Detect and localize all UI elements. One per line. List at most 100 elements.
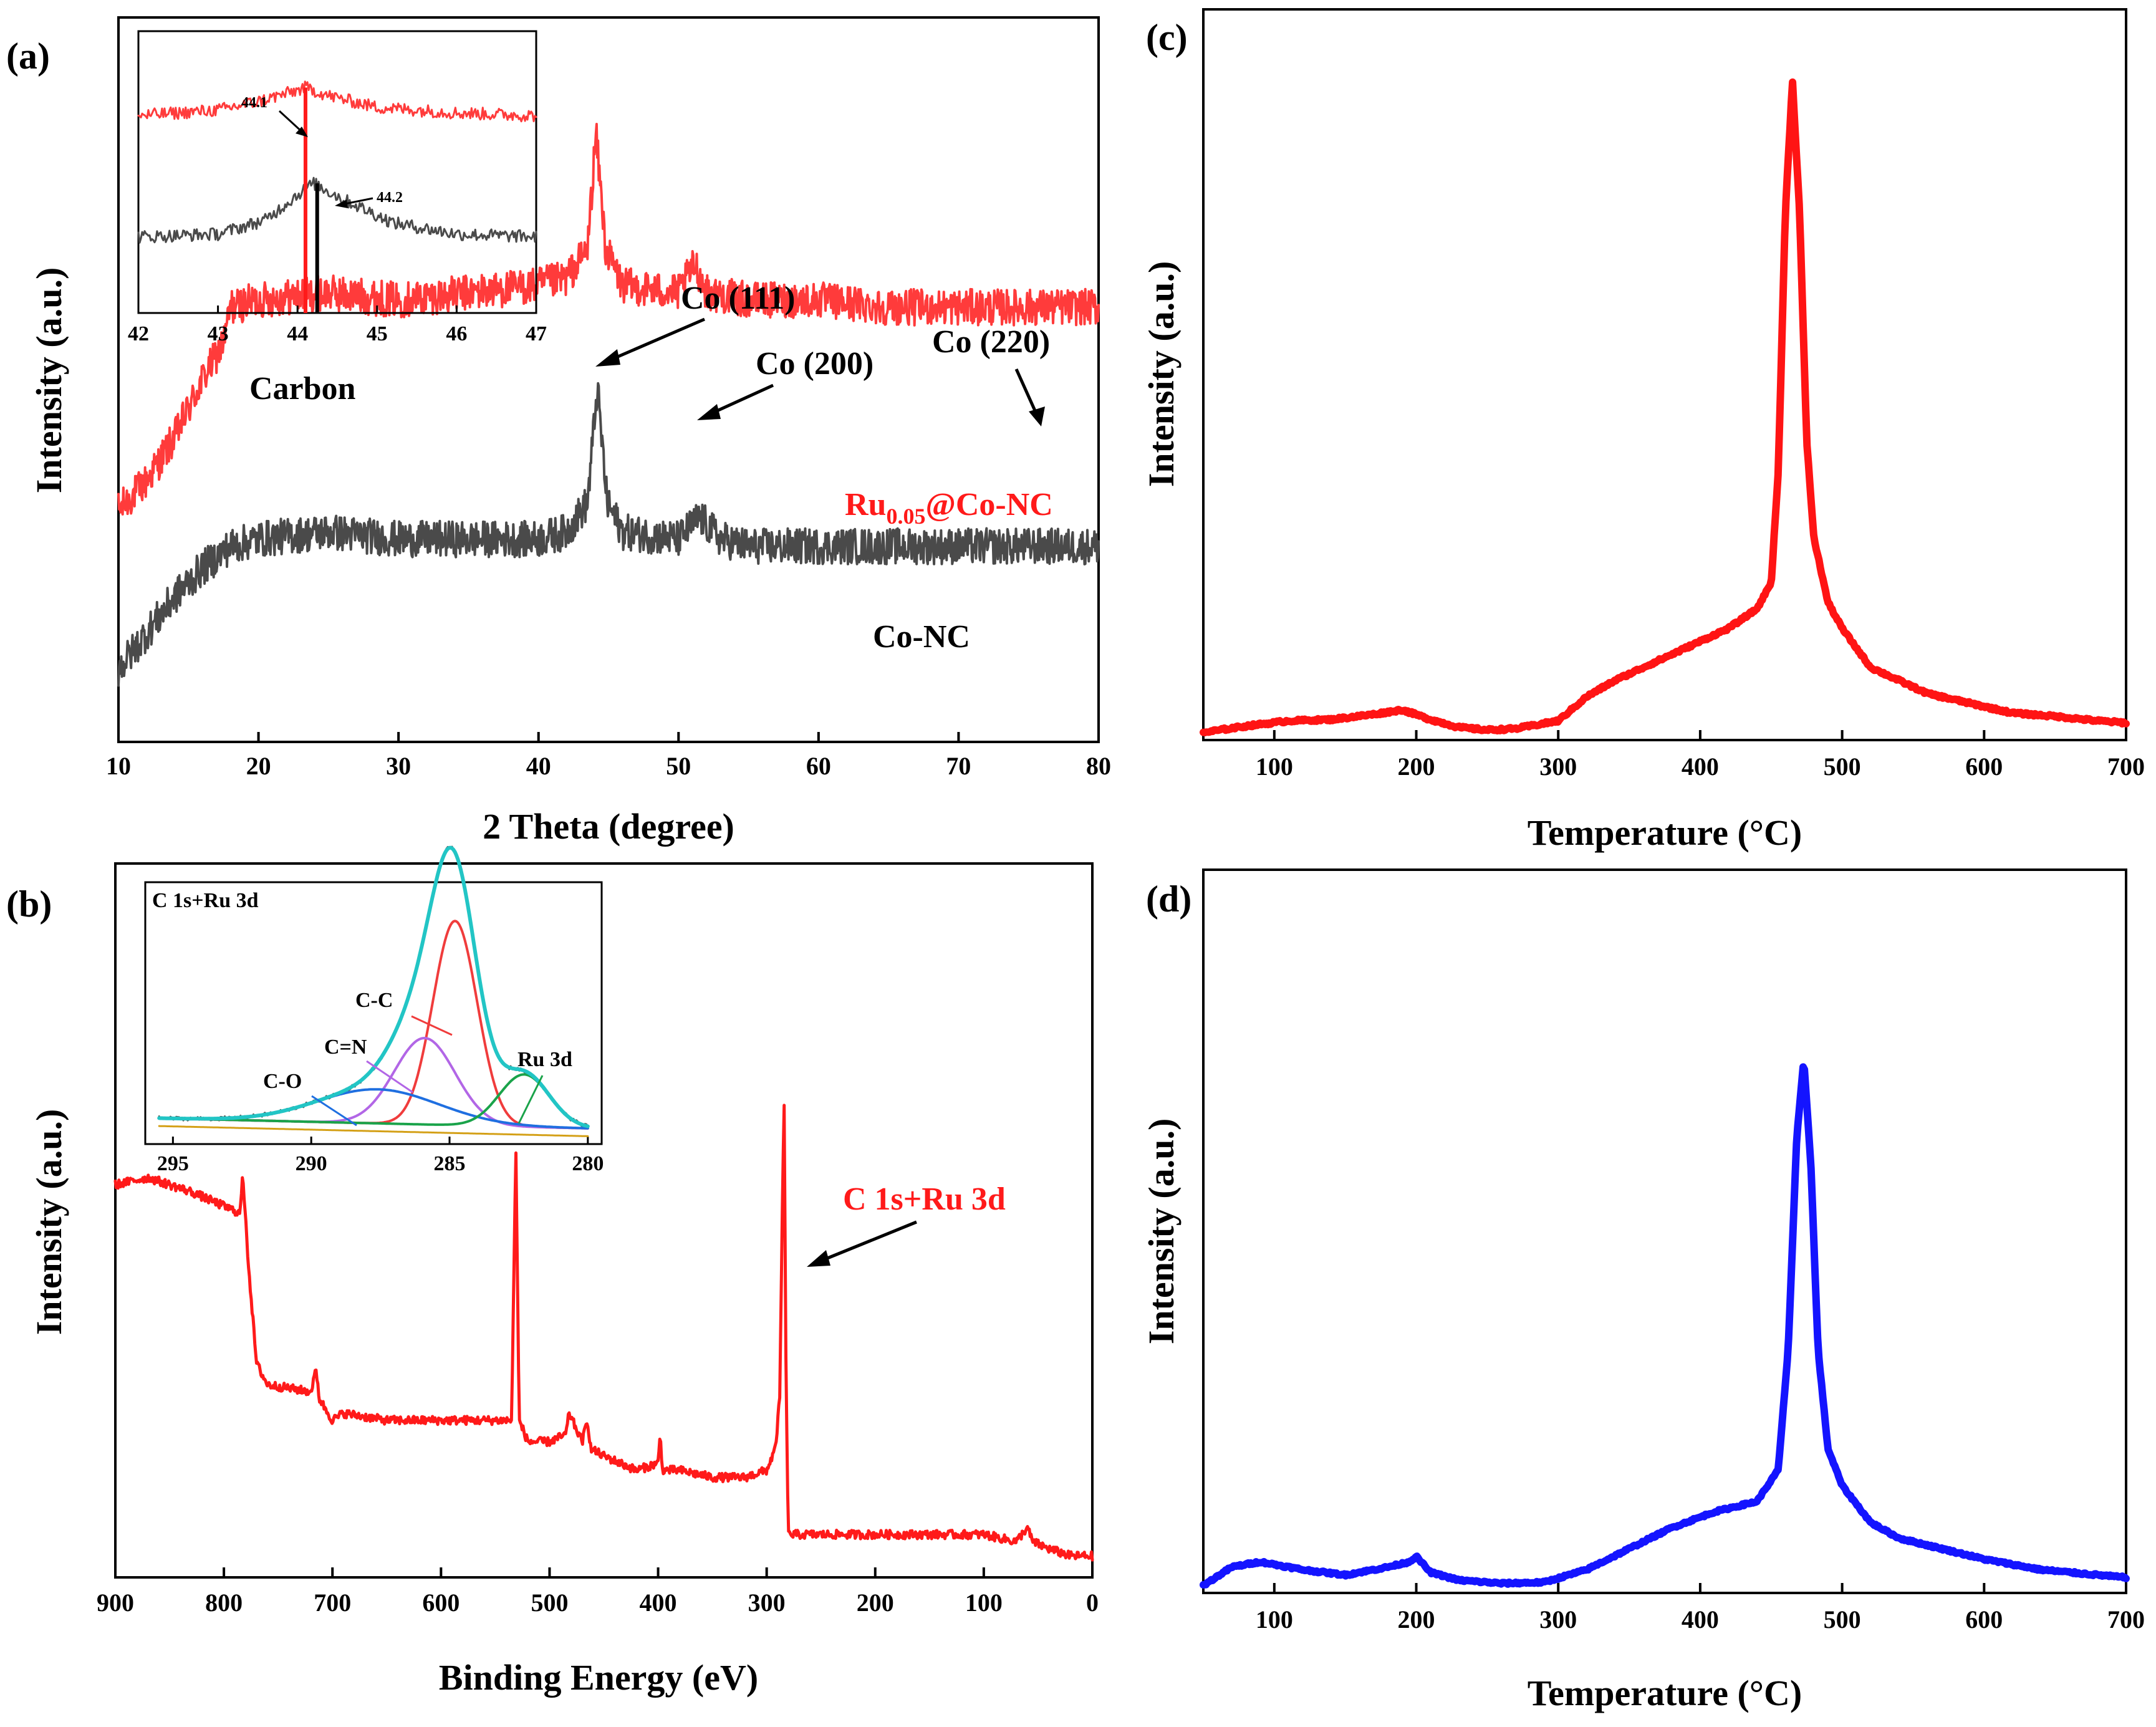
panel-a-inset-peak-442: 44.2	[377, 190, 403, 206]
panel-b-inset-x-tick-label-290: 290	[296, 1152, 327, 1175]
panel-a-series-conc	[117, 382, 1100, 687]
panel-b-x-tick-label-700: 700	[314, 1589, 351, 1617]
panel-d-x-tick-label-700: 700	[2107, 1605, 2145, 1633]
panel-b-inset-x-tick-label-280: 280	[572, 1152, 604, 1175]
panel-a-inset-series-conc	[137, 176, 537, 244]
panel-a-inset-x-tick-label-47: 47	[526, 322, 547, 345]
panel-d-x-tick-label-300: 300	[1539, 1605, 1577, 1633]
panel-b-x-tick-label-100: 100	[965, 1589, 1003, 1617]
panel-b-x-tick-label-400: 400	[640, 1589, 677, 1617]
panel-b-x-axis-label: Binding Energy (eV)	[439, 1657, 758, 1698]
panel-b-inset-x-ticks: 295 290 285 280	[157, 1137, 604, 1175]
panel-a-label: (a)	[6, 36, 50, 77]
panel-a-x-tick-label-30: 30	[386, 752, 411, 780]
panel-d-series-tpd	[1200, 1063, 2130, 1589]
panel-a-series-ru	[117, 123, 1100, 516]
panel-c-x-tick-label-500: 500	[1824, 753, 1861, 781]
panel-c-x-tick-label-100: 100	[1256, 753, 1293, 781]
panel-a-x-tick-label-10: 10	[106, 752, 131, 780]
panel-a-x-tick-label-50: 50	[666, 752, 691, 780]
panel-a-ann-co111: Co (111)	[681, 281, 795, 316]
panel-b-x-tick-label-200: 200	[857, 1589, 894, 1617]
panel-b-inset: 295 290 285 280 C 1s+Ru 3d C-C C=N C-O Ru 3…	[144, 845, 604, 1175]
panel-b-inset-label-cn: C=N	[324, 1036, 367, 1059]
panel-d-x-tick-label-600: 600	[1965, 1605, 2003, 1633]
panel-a-y-axis-label: Intensity (a.u.)	[29, 267, 69, 494]
panel-a-inset: 42 43 44 45 46 47 44.1 44.2	[128, 30, 547, 345]
panel-b-x-ticks: 900 800 700 600 500 400 300 200 100 0	[97, 1567, 1099, 1617]
panel-b-x-tick-label-800: 800	[205, 1589, 243, 1617]
panel-a-inset-arrow-441	[278, 110, 304, 133]
panel-c-x-ticks: 100 200 300 400 500 600 700	[1256, 730, 2145, 781]
panel-b-x-tick-label-600: 600	[422, 1589, 460, 1617]
panel-a-x-tick-label-40: 40	[526, 752, 551, 780]
panel-b-inset-frame	[144, 881, 603, 1145]
panel-c-x-tick-label-700: 700	[2107, 753, 2145, 781]
panel-d-x-tick-label-100: 100	[1256, 1605, 1293, 1633]
panel-a-inset-x-ticks: 42 43 44 45 46 47	[128, 305, 547, 345]
panel-b-series-survey	[113, 1104, 1094, 1562]
panel-a-arrowhead-co200	[697, 404, 721, 420]
panel-a-arrow-co111	[603, 317, 705, 365]
panel-a-x-tick-label-70: 70	[946, 752, 971, 780]
panel-c-axes-frame	[1202, 8, 2127, 741]
panel-a-inset-x-tick-label-43: 43	[208, 322, 229, 345]
panel-a-inset-peak-441: 44.1	[241, 95, 267, 111]
panel-c-x-axis-label: Temperature (°C)	[1528, 812, 1802, 853]
panel-c-y-axis-label: Intensity (a.u.)	[1141, 261, 1181, 488]
panel-b-inset-baseline	[158, 1125, 589, 1137]
panel-a: (a) 10 20 30 40 50 60 70 80 2 Theta (degree) In…	[6, 16, 1111, 847]
panel-b-inset-x-tick-label-285: 285	[434, 1152, 466, 1175]
panel-a-x-tick-label-80: 80	[1086, 752, 1111, 780]
panel-b-arrowhead-c1s	[807, 1250, 830, 1267]
panel-c-x-tick-label-600: 600	[1965, 753, 2003, 781]
panel-a-inset-series-ru	[137, 80, 537, 123]
panel-b-inset-label-ru3d: Ru 3d	[517, 1048, 572, 1071]
panel-a-legend-ru: Ru0.05@Co-NC	[845, 487, 1053, 529]
panel-d-x-axis-label: Temperature (°C)	[1528, 1673, 1802, 1713]
panel-c-x-tick-label-200: 200	[1398, 753, 1435, 781]
panel-b-inset-label-cc: C-C	[355, 989, 393, 1012]
panel-b-inset-x-tick-label-295: 295	[157, 1152, 189, 1175]
panel-a-legend-conc: Co-NC	[873, 619, 970, 655]
panel-c-x-tick-label-300: 300	[1539, 753, 1577, 781]
panel-a-inset-x-tick-label-44: 44	[287, 322, 308, 345]
panel-a-x-ticks: 10 20 30 40 50 60 70 80	[106, 732, 1111, 780]
panel-d-y-axis-label: Intensity (a.u.)	[1141, 1118, 1181, 1345]
panel-d-axes-frame	[1202, 868, 2127, 1594]
panel-b-inset-leader-cn	[366, 1060, 413, 1094]
panel-b-x-tick-label-900: 900	[97, 1589, 134, 1617]
panel-d-label: (d)	[1146, 878, 1191, 920]
panel-a-arrowhead-co220	[1029, 406, 1045, 426]
panel-b-inset-label-co: C-O	[263, 1070, 302, 1093]
panel-c-x-tick-label-400: 400	[1682, 753, 1719, 781]
panel-a-ann-carbon: Carbon	[249, 371, 356, 406]
panel-b-arrow-c1s	[816, 1220, 917, 1264]
panel-b-inset-leader-co	[311, 1095, 357, 1127]
panel-a-ann-co200: Co (200)	[756, 346, 873, 382]
panel-b-label: (b)	[6, 883, 52, 925]
panel-b-inset-peak-cc	[158, 920, 589, 1130]
panel-a-arrowhead-co111	[595, 349, 620, 367]
panel-a-inset-arrowhead-441	[296, 127, 308, 137]
panel-c-label: (c)	[1146, 17, 1188, 58]
panel-a-inset-x-tick-label-45: 45	[367, 322, 388, 345]
panel-b-y-axis-label: Intensity (a.u.)	[29, 1109, 69, 1335]
panel-d: (d) 100 200 300 400 500 600 700 Temperature (°…	[1141, 868, 2145, 1713]
panel-b-x-tick-label-500: 500	[531, 1589, 568, 1617]
panel-d-x-tick-label-200: 200	[1398, 1605, 1435, 1633]
panel-d-x-tick-label-500: 500	[1824, 1605, 1861, 1633]
panel-a-inset-arrowhead-442	[335, 200, 348, 208]
panel-b-inset-envelope	[157, 845, 590, 1128]
panel-a-x-axis-label: 2 Theta (degree)	[483, 806, 734, 847]
panel-a-x-tick-label-60: 60	[806, 752, 831, 780]
panel-b-axes-frame	[114, 862, 1094, 1579]
panel-b: (b) 900 800 700 600 500 400 300 200 100 0 Binding…	[6, 845, 1099, 1698]
panel-b-inset-leader-cc	[411, 1015, 453, 1036]
panel-a-ann-co220: Co (220)	[932, 324, 1050, 360]
panel-b-inset-leader-ru3d	[517, 1075, 544, 1124]
panel-c-series-tpd	[1200, 78, 2130, 737]
panel-c: (c) 100 200 300 400 500 600 700 Temperature (°…	[1141, 8, 2145, 853]
panel-b-x-tick-label-0: 0	[1086, 1589, 1099, 1617]
